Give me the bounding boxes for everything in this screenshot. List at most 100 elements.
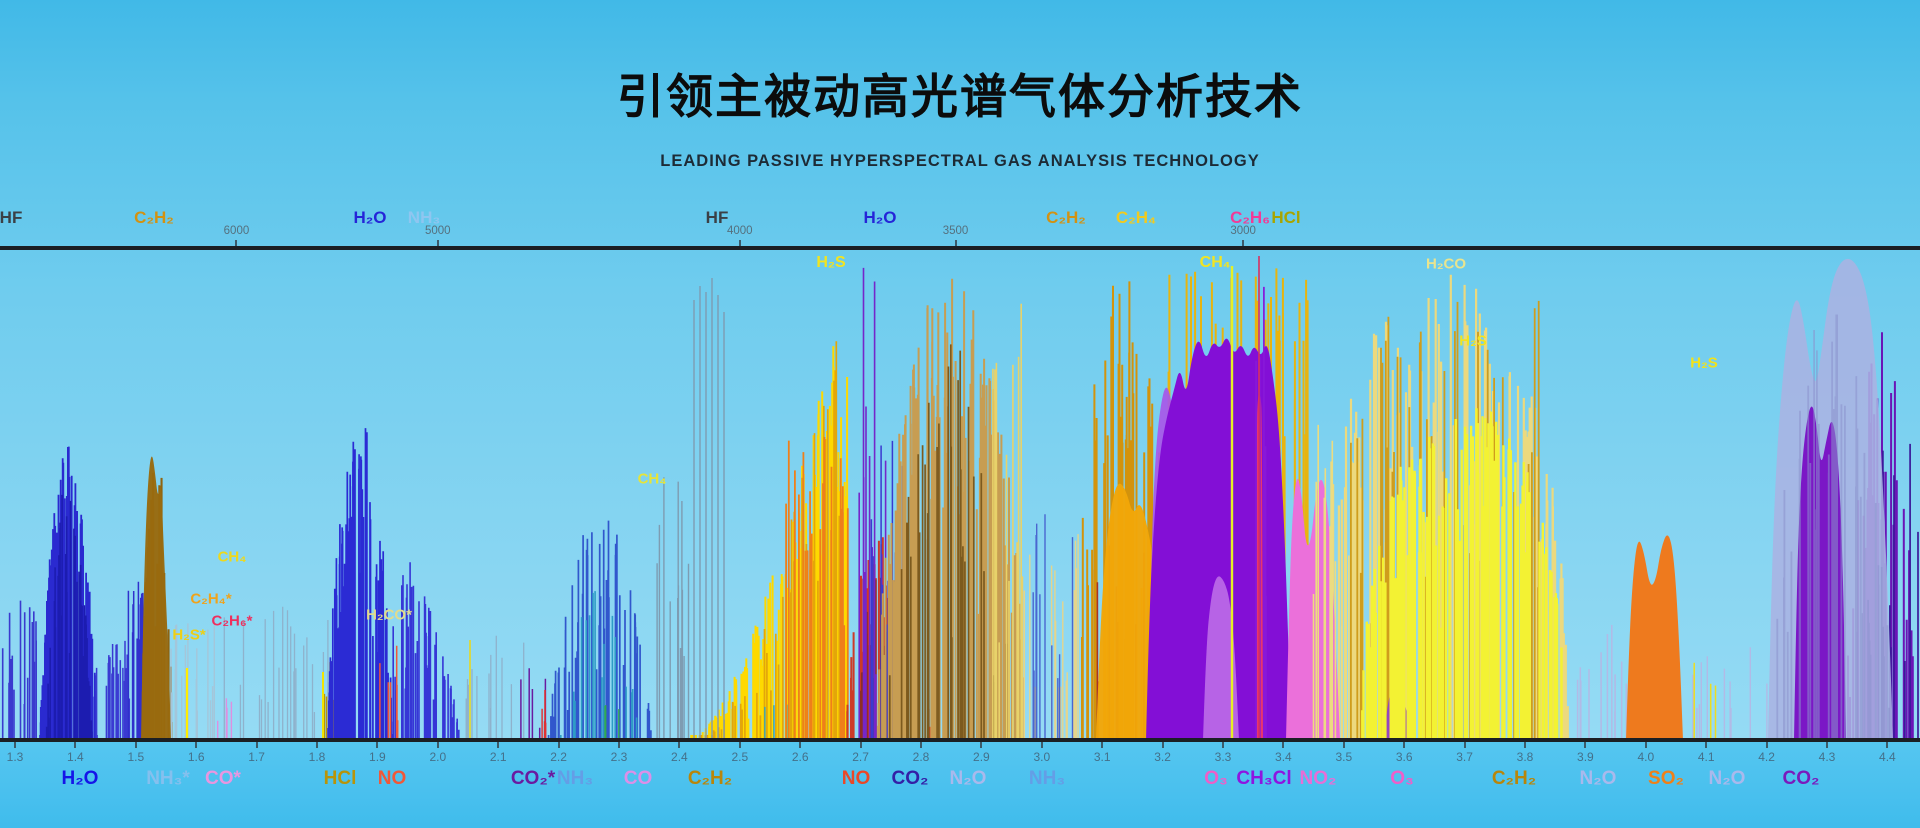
spectral-band-golden-ch4-3.3 bbox=[1167, 268, 1309, 740]
spectral-band-orange-2.63 bbox=[785, 437, 849, 740]
bottom-axis-tick-3.9 bbox=[1584, 742, 1587, 748]
bottom-molecule-label-9: C₂H₂ bbox=[687, 768, 733, 789]
bottom-axis-tick-1.7 bbox=[255, 742, 258, 748]
bottom-axis-ticklabel-1.6: 1.6 bbox=[187, 750, 205, 764]
bottom-axis-tick-4.2 bbox=[1765, 742, 1768, 748]
spectral-band-lavender-4.1 bbox=[1692, 647, 1768, 740]
bottom-axis-tick-4.3 bbox=[1826, 742, 1828, 748]
bottom-axis-ticklabel-4.2: 4.2 bbox=[1758, 750, 1775, 764]
spectral-blob-purple-main-ch3cl bbox=[1146, 338, 1291, 740]
bottom-axis-tick-3.5 bbox=[1342, 742, 1345, 748]
bottom-molecule-label-4: HCl bbox=[323, 768, 357, 789]
bottom-molecule-label-6: CO₂* bbox=[510, 768, 556, 789]
bottom-axis-tick-2.6 bbox=[799, 742, 802, 748]
bottom-axis-tick-3.2 bbox=[1161, 742, 1164, 748]
spectral-band-tan-h2o-2.8 bbox=[877, 278, 1024, 740]
page-subtitle: LEADING PASSIVE HYPERSPECTRAL GAS ANALYS… bbox=[660, 152, 1260, 170]
bottom-axis-tick-4.4 bbox=[1886, 742, 1889, 748]
bottom-axis-ticklabel-2: 2.0 bbox=[429, 750, 447, 764]
spectral-band-periwinkle-texture-4.3 bbox=[1776, 314, 1891, 740]
bottom-axis-tick-2.8 bbox=[920, 742, 922, 748]
spectral-blob-violet-small-3.6 bbox=[1384, 685, 1412, 740]
spectral-band-sparse-2.05 bbox=[465, 635, 525, 740]
top-axis-tick-6000 bbox=[235, 240, 238, 246]
spectral-band-amber-3.6 bbox=[1350, 300, 1547, 740]
spectral-band-darknavy-4.42 bbox=[1880, 443, 1919, 740]
bottom-axis-tick-3.3 bbox=[1222, 742, 1224, 748]
spectral-band-amber-2.5 bbox=[699, 341, 841, 740]
spectral-blob-crimson-stripe bbox=[1256, 391, 1263, 740]
spectral-band-paleyellow-3.0 bbox=[1023, 534, 1079, 740]
spectral-band-khaki-3.6 bbox=[1321, 274, 1569, 740]
plot-annotation-1: CH₄ bbox=[1199, 254, 1231, 271]
spectral-band-orchid-co-1.64 bbox=[217, 698, 233, 740]
top-axis-tick-5000 bbox=[436, 240, 439, 246]
spectral-band-h2o-1.35-sparse bbox=[1, 600, 37, 740]
bottom-axis-ticklabel-4: 4.0 bbox=[1637, 750, 1655, 764]
spectral-band-nh3-blue-3.0 bbox=[1032, 514, 1074, 740]
spectral-blob-orchid-inner bbox=[1203, 576, 1239, 740]
spectral-band-blue-1.52 bbox=[127, 577, 148, 740]
bottom-molecule-label-11: CO₂ bbox=[891, 768, 929, 789]
bottom-axis-ticklabel-4.3: 4.3 bbox=[1818, 750, 1836, 764]
bottom-axis-ticklabel-1.5: 1.5 bbox=[127, 750, 145, 764]
top-axis-tick-3500 bbox=[954, 240, 957, 246]
bottom-axis-tick-3.6 bbox=[1403, 742, 1406, 748]
bottom-molecule-label-15: CH₃Cl bbox=[1236, 768, 1292, 789]
page-title: 引领主被动高光谱气体分析技术 bbox=[617, 70, 1303, 123]
bottom-axis-tick-4.1 bbox=[1705, 742, 1708, 748]
spectral-band-blue-1.46 bbox=[95, 640, 131, 740]
bottom-axis-tick-2 bbox=[436, 742, 439, 748]
bottom-axis-ticklabel-1.4: 1.4 bbox=[67, 750, 84, 764]
bottom-axis-ticklabel-2.2: 2.2 bbox=[550, 750, 567, 764]
spectral-band-gray-ch4-2.35 bbox=[656, 477, 690, 740]
top-molecule-label-9: HCl bbox=[1271, 208, 1301, 227]
top-molecule-label-7: C₂H₄ bbox=[1115, 208, 1157, 227]
spectral-band-brightyellow-mass-3.7 bbox=[1361, 408, 1563, 740]
top-molecule-label-2: H₂O bbox=[353, 208, 387, 227]
top-molecule-label-4: HF bbox=[705, 208, 729, 227]
top-molecule-label-5: H₂O bbox=[863, 208, 897, 227]
bottom-axis-ticklabel-2.4: 2.4 bbox=[671, 750, 688, 764]
bottom-axis-ticklabel-3.6: 3.6 bbox=[1395, 750, 1413, 764]
spectral-band-red-sprinkle-2.17 bbox=[541, 708, 557, 740]
bottom-axis-ticklabel-3: 3.0 bbox=[1033, 750, 1051, 764]
spectral-band-hcl-olive-1.75 bbox=[323, 648, 352, 740]
plot-annotation-2: H₂CO bbox=[1426, 255, 1466, 273]
bottom-axis-tick-2.1 bbox=[497, 742, 500, 748]
top-axis-ticklabel-3500: 3500 bbox=[942, 225, 969, 237]
top-molecule-label-3: NH₃ bbox=[407, 208, 441, 227]
bottom-axis-ticklabel-4.4: 4.4 bbox=[1879, 750, 1896, 764]
spectral-band-co2-purple-4.35 bbox=[1847, 332, 1914, 740]
spectral-band-purple-needles-3.38 bbox=[1255, 286, 1267, 740]
spectral-band-h2o-1.4-core bbox=[39, 446, 98, 740]
bottom-molecule-label-2: NH₃* bbox=[146, 768, 190, 789]
spectral-band-yellow-h2s-2.5 bbox=[690, 346, 849, 740]
bottom-axis-ticklabel-2.8: 2.8 bbox=[912, 750, 930, 764]
top-axis-ticklabel-4000: 4000 bbox=[727, 225, 753, 237]
spectral-band-no-orange-1.92 bbox=[379, 645, 399, 740]
plot-annotation-6: CH₄ bbox=[217, 548, 247, 566]
spectral-band-blue-2.74 bbox=[870, 440, 904, 740]
bottom-molecule-label-17: O₃ bbox=[1390, 768, 1414, 789]
spectral-band-green-sprinkle-2.28 bbox=[604, 705, 620, 740]
spectral-band-darkred-3.12 bbox=[1096, 545, 1157, 740]
bottom-molecule-label-19: N₂O bbox=[1579, 768, 1617, 789]
bottom-molecule-label-21: N₂O bbox=[1708, 768, 1746, 789]
plot-annotation-8: C₂H₆* bbox=[211, 612, 253, 630]
spectral-band-teal-sprinkle-2.55 bbox=[764, 704, 789, 740]
bottom-axis-tick-3.1 bbox=[1101, 742, 1104, 748]
spectral-blob-amber-blob-3.1 bbox=[1096, 483, 1166, 740]
bottom-molecule-label-14: O₃ bbox=[1204, 768, 1228, 789]
top-axis-ticklabel-6000: 6000 bbox=[223, 225, 250, 237]
spectral-blob-violet-lobes-left bbox=[1148, 387, 1196, 740]
spectral-band-brown-h2o-2.8 bbox=[888, 344, 1008, 740]
bottom-axis-tick-1.9 bbox=[376, 742, 379, 748]
spectral-band-ch4-amber-3.1 bbox=[1081, 281, 1173, 740]
plot-annotation-4: H₂S bbox=[1690, 354, 1718, 372]
plot-annotation-9: H₂S* bbox=[172, 626, 206, 644]
bottom-axis-tick-3.7 bbox=[1463, 742, 1466, 748]
bottom-axis-tick-2.2 bbox=[557, 742, 560, 748]
bottom-molecule-label-10: NO bbox=[841, 768, 871, 789]
